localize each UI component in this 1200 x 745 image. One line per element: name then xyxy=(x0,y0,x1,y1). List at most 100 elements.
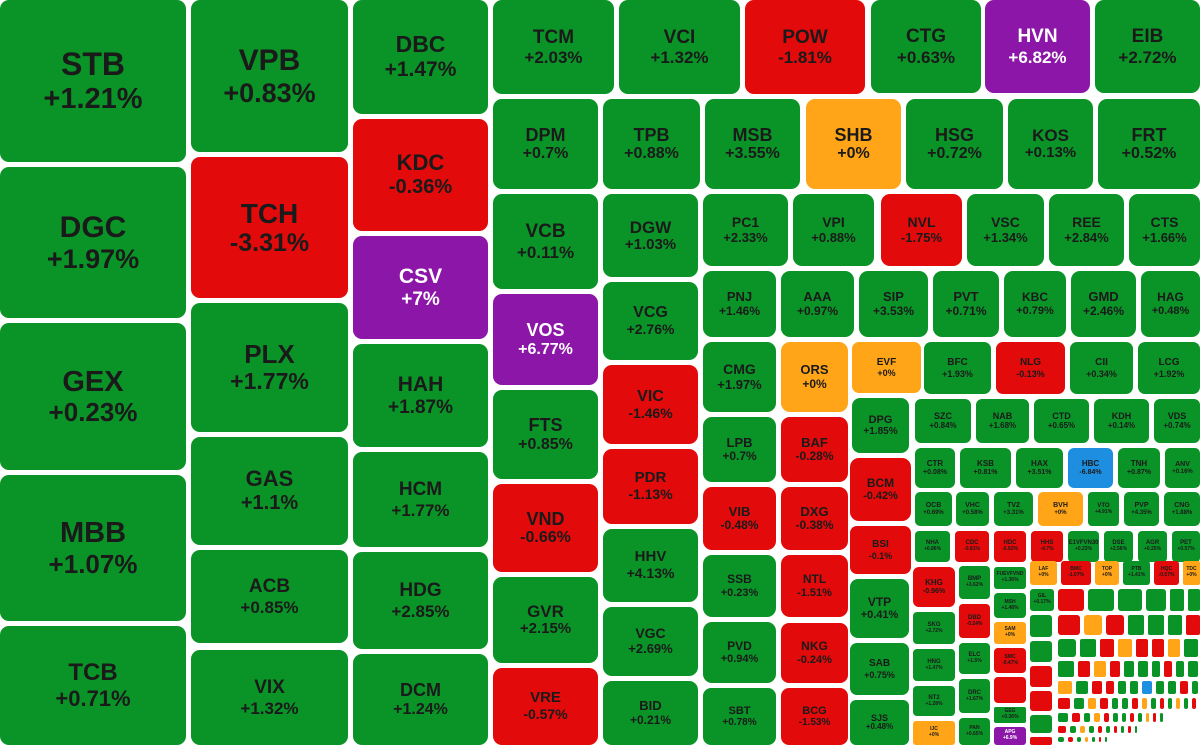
stock-cell-IJC[interactable]: IJC +0% xyxy=(913,721,955,745)
stock-cell-micro[interactable] xyxy=(1160,713,1163,722)
stock-cell-micro[interactable] xyxy=(1130,713,1134,722)
stock-cell-BMP[interactable]: BMP +3.62% xyxy=(959,566,990,599)
stock-cell-DCM[interactable]: DCM +1.24% xyxy=(353,654,488,745)
stock-cell-FTS[interactable]: FTS +0.85% xyxy=(493,390,598,479)
stock-cell-BCG[interactable]: BCG -1.53% xyxy=(781,688,848,745)
stock-cell-micro[interactable] xyxy=(1118,639,1132,657)
stock-cell-PVD[interactable]: PVD +0.94% xyxy=(703,622,776,683)
stock-cell-DSE[interactable]: DSE +2.56% xyxy=(1104,531,1133,562)
stock-cell-POW[interactable]: POW -1.81% xyxy=(745,0,865,94)
stock-cell-SHB[interactable]: SHB +0% xyxy=(806,99,901,189)
stock-cell-KSB[interactable]: KSB +0.81% xyxy=(960,448,1011,488)
stock-cell-micro[interactable] xyxy=(1085,737,1088,742)
stock-cell-PTB[interactable]: PTB +1.41% xyxy=(1123,561,1150,585)
stock-cell-micro[interactable] xyxy=(1148,615,1164,635)
stock-cell-ORS[interactable]: ORS +0% xyxy=(781,342,848,412)
stock-cell-micro[interactable] xyxy=(1088,698,1096,709)
stock-cell-KBC[interactable]: KBC +0.79% xyxy=(1004,271,1066,337)
stock-cell-micro[interactable] xyxy=(1088,589,1114,611)
stock-cell-CTR[interactable]: CTR +0.08% xyxy=(915,448,955,488)
stock-cell-micro[interactable] xyxy=(1188,661,1198,677)
stock-cell-micro[interactable] xyxy=(1098,726,1102,733)
stock-cell-KDH[interactable]: KDH +0.14% xyxy=(1094,399,1149,443)
stock-cell-PVP[interactable]: PVP +4.35% xyxy=(1124,492,1159,526)
stock-cell-CTD[interactable]: CTD +0.65% xyxy=(1034,399,1089,443)
stock-cell-micro[interactable] xyxy=(1168,639,1180,657)
stock-cell-OCB[interactable]: OCB +0.69% xyxy=(915,492,952,526)
stock-cell-micro[interactable] xyxy=(1114,726,1117,733)
stock-cell-SAB[interactable]: SAB +0.75% xyxy=(850,643,909,695)
stock-cell-micro[interactable] xyxy=(1074,698,1084,709)
stock-cell-LPB[interactable]: LPB +0.7% xyxy=(703,417,776,482)
stock-cell-micro[interactable] xyxy=(1118,681,1126,694)
stock-cell-micro[interactable] xyxy=(1094,661,1106,677)
stock-cell-TCH[interactable]: TCH -3.31% xyxy=(191,157,348,298)
stock-cell-BFC[interactable]: BFC +1.93% xyxy=(924,342,991,394)
stock-cell-micro[interactable] xyxy=(1128,615,1144,635)
stock-cell-SJS[interactable]: SJS +0.48% xyxy=(850,700,909,745)
stock-cell-micro[interactable] xyxy=(1135,726,1137,733)
stock-cell-DPG[interactable]: DPG +1.85% xyxy=(852,398,909,453)
stock-cell-micro[interactable] xyxy=(1192,681,1198,694)
stock-cell-micro[interactable] xyxy=(1112,698,1118,709)
stock-cell-MBB[interactable]: MBB +1.07% xyxy=(0,475,186,621)
stock-cell-SBT[interactable]: SBT +0.78% xyxy=(703,688,776,745)
stock-cell-CII[interactable]: CII +0.34% xyxy=(1070,342,1133,394)
stock-cell-micro[interactable] xyxy=(1122,713,1126,722)
stock-cell-micro[interactable] xyxy=(1151,698,1156,709)
stock-cell-micro[interactable] xyxy=(1084,615,1102,635)
stock-cell-FRT[interactable]: FRT +0.52% xyxy=(1098,99,1200,189)
stock-cell-DPM[interactable]: DPM +0.7% xyxy=(493,99,598,189)
stock-cell-micro[interactable] xyxy=(1138,713,1142,722)
stock-cell-micro[interactable] xyxy=(1058,589,1084,611)
stock-cell-micro[interactable] xyxy=(1121,726,1124,733)
stock-cell-VCI[interactable]: VCI +1.32% xyxy=(619,0,740,94)
stock-cell-micro[interactable] xyxy=(1058,661,1074,677)
stock-cell-AAA[interactable]: AAA +0.97% xyxy=(781,271,854,337)
stock-cell-ELC[interactable]: ELC +1.5% xyxy=(959,643,990,674)
stock-cell-TDC[interactable]: TDC +0% xyxy=(1183,561,1200,585)
stock-cell-TV2[interactable]: TV2 +3.31% xyxy=(994,492,1033,526)
stock-cell-micro[interactable] xyxy=(1146,713,1149,722)
stock-cell-STB[interactable]: STB +1.21% xyxy=(0,0,186,162)
stock-cell-GMD[interactable]: GMD +2.46% xyxy=(1071,271,1136,337)
stock-cell-VPI[interactable]: VPI +0.88% xyxy=(793,194,874,266)
stock-cell-micro[interactable] xyxy=(1124,661,1134,677)
stock-cell-GVR[interactable]: GVR +2.15% xyxy=(493,577,598,663)
stock-cell-SSB[interactable]: SSB +0.23% xyxy=(703,555,776,617)
stock-cell-TOP[interactable]: TOP +0% xyxy=(1095,561,1119,585)
stock-cell-GIL[interactable]: GIL +0.17% xyxy=(1030,589,1054,611)
stock-cell-micro[interactable] xyxy=(1106,726,1110,733)
stock-cell-micro[interactable] xyxy=(1138,661,1148,677)
stock-cell-HHV[interactable]: HHV +4.13% xyxy=(603,529,698,602)
stock-cell-micro[interactable] xyxy=(1146,589,1166,611)
stock-cell-DRC[interactable]: DRC +1.67% xyxy=(959,679,990,713)
stock-cell-micro[interactable] xyxy=(1030,615,1052,637)
stock-cell-DXG[interactable]: DXG -0.38% xyxy=(781,487,848,550)
stock-cell-VRE[interactable]: VRE -0.57% xyxy=(493,668,598,745)
stock-cell-NAB[interactable]: NAB +1.68% xyxy=(976,399,1029,443)
stock-cell-micro[interactable] xyxy=(1142,698,1147,709)
stock-cell-NKG[interactable]: NKG -0.24% xyxy=(781,623,848,683)
stock-cell-PC1[interactable]: PC1 +2.33% xyxy=(703,194,788,266)
stock-cell-PLX[interactable]: PLX +1.77% xyxy=(191,303,348,432)
stock-cell-E1VFVN30[interactable]: E1VFVN30 +0.23% xyxy=(1068,531,1099,562)
stock-cell-micro[interactable] xyxy=(1110,661,1120,677)
stock-cell-micro[interactable] xyxy=(1142,681,1152,694)
stock-cell-CMG[interactable]: CMG +1.97% xyxy=(703,342,776,412)
stock-cell-VCG[interactable]: VCG +2.76% xyxy=(603,282,698,360)
stock-cell-micro[interactable] xyxy=(1192,698,1196,709)
stock-cell-EIB[interactable]: EIB +2.72% xyxy=(1095,0,1200,93)
stock-cell-micro[interactable] xyxy=(1058,713,1068,722)
stock-cell-VGC[interactable]: VGC +2.69% xyxy=(603,607,698,676)
stock-cell-micro[interactable] xyxy=(1092,681,1102,694)
stock-cell-micro[interactable] xyxy=(1030,641,1052,662)
stock-cell-micro[interactable] xyxy=(1184,639,1198,657)
stock-cell-micro[interactable] xyxy=(1168,681,1176,694)
stock-cell-PVT[interactable]: PVT +0.71% xyxy=(933,271,999,337)
stock-cell-KDC[interactable]: KDC -0.36% xyxy=(353,119,488,231)
stock-cell-micro[interactable] xyxy=(1030,737,1052,745)
stock-cell-micro[interactable] xyxy=(1152,661,1160,677)
stock-cell-HNG[interactable]: HNG +1.47% xyxy=(913,649,955,681)
stock-cell-micro[interactable] xyxy=(1180,681,1188,694)
